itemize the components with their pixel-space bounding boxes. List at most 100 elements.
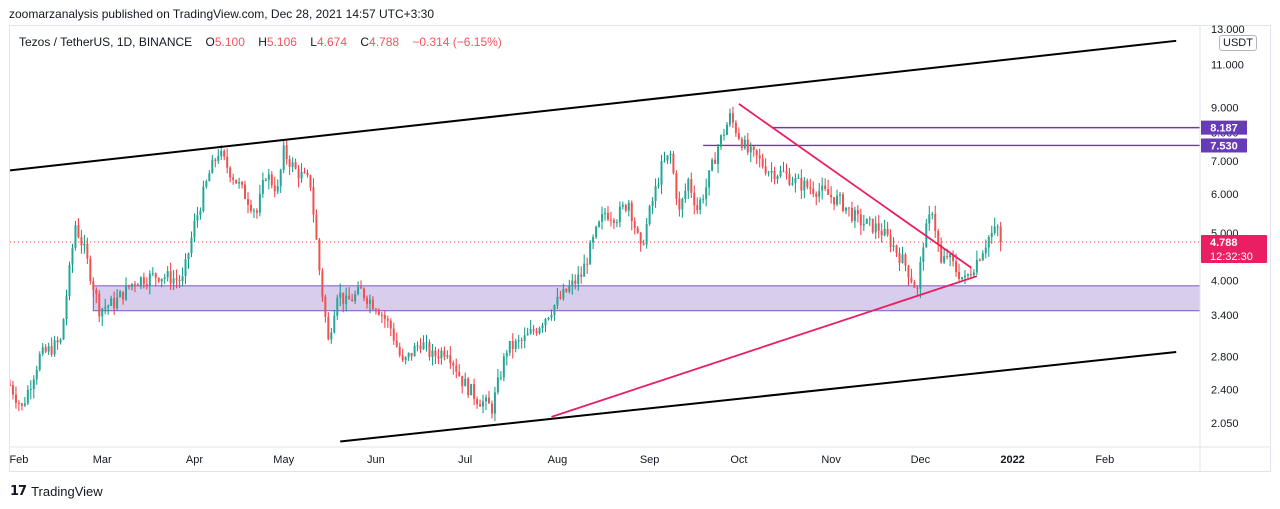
candle-body [844,207,847,211]
candle-body [746,139,749,153]
candle [601,206,604,230]
candle-body [148,273,151,286]
candle [553,304,556,321]
candle-body [386,319,389,321]
currency-badge[interactable]: USDT [1219,35,1257,51]
candle-body [252,210,255,212]
candle [871,218,874,234]
candle-body [853,210,856,221]
candle-body [696,205,699,211]
candle-body [568,286,571,292]
candle-body [229,167,232,178]
candle-body [657,184,660,186]
candle [963,269,966,285]
candle-body [291,162,294,167]
candle [327,312,330,341]
x-tick-label: Oct [730,454,747,466]
candle-body [803,180,806,191]
candle-body [666,155,669,161]
x-tick-label: Feb [1095,454,1114,466]
candle-body [859,214,862,226]
candle [23,397,26,408]
candle-body [847,207,850,209]
candle-body [571,280,574,287]
candle [145,277,148,290]
candle [80,229,83,254]
candle-body [208,173,211,182]
candle-body [336,297,339,316]
candle [520,337,523,349]
candle-body [83,243,86,246]
candle-body [856,210,859,215]
candle [89,255,92,285]
candle-body [871,218,874,233]
candle [538,326,541,335]
candle [931,211,934,220]
candle-body [401,355,404,361]
candle-body [690,179,693,193]
candle [62,318,65,340]
candle-body [830,194,833,198]
candle [669,150,672,164]
candle-body [702,199,705,201]
candle [377,308,380,316]
candle [782,161,785,173]
candle [38,351,41,372]
candle [202,180,205,213]
candle [169,262,172,290]
candle [776,174,779,184]
candle-body [987,236,990,248]
candle-body [371,299,374,310]
candle [862,214,865,231]
candle [925,219,928,248]
candle [247,192,249,214]
candle [821,177,824,200]
candle [446,350,449,359]
candle-body [62,319,65,340]
candle-body [934,214,937,231]
candle [672,151,675,175]
candle [639,231,642,252]
candle-body [836,195,839,205]
candle-body [139,277,142,286]
candle-body [172,278,175,284]
y-tick-label: 2.050 [1211,418,1239,430]
candle-body [479,404,482,407]
candle [731,106,734,128]
candle-body [791,183,794,185]
candle-body [267,174,270,180]
candle-body [276,186,279,192]
tradingview-logo-icon: 17 [10,484,27,499]
candle-body [669,153,672,156]
candle [273,176,276,198]
candle [725,121,728,136]
candle-body [850,207,853,221]
candle-body [499,377,502,379]
candle-body [455,365,458,372]
candle-body [639,232,642,244]
candle-body [758,155,761,159]
candle-body [916,287,919,289]
candle-body [205,181,208,187]
candle-body [154,273,157,278]
candle [348,287,351,300]
candle-body [157,277,160,282]
candle-body [663,160,666,162]
high-label: H [258,35,267,49]
candle [241,181,244,189]
candle [285,140,288,165]
candle-body [981,253,984,261]
tradingview-brand[interactable]: 17 TradingView [10,484,103,499]
candle-body [113,298,116,309]
candle-body [44,347,47,352]
candle [386,315,389,328]
x-tick-label: Jun [367,454,385,466]
candle-body [678,198,681,210]
y-tick-label: 2.800 [1211,351,1239,363]
candle-body [812,188,815,194]
candle [717,143,720,174]
high-value: 5.106 [266,35,297,49]
candle-body [919,261,922,289]
candle-body [398,346,401,356]
